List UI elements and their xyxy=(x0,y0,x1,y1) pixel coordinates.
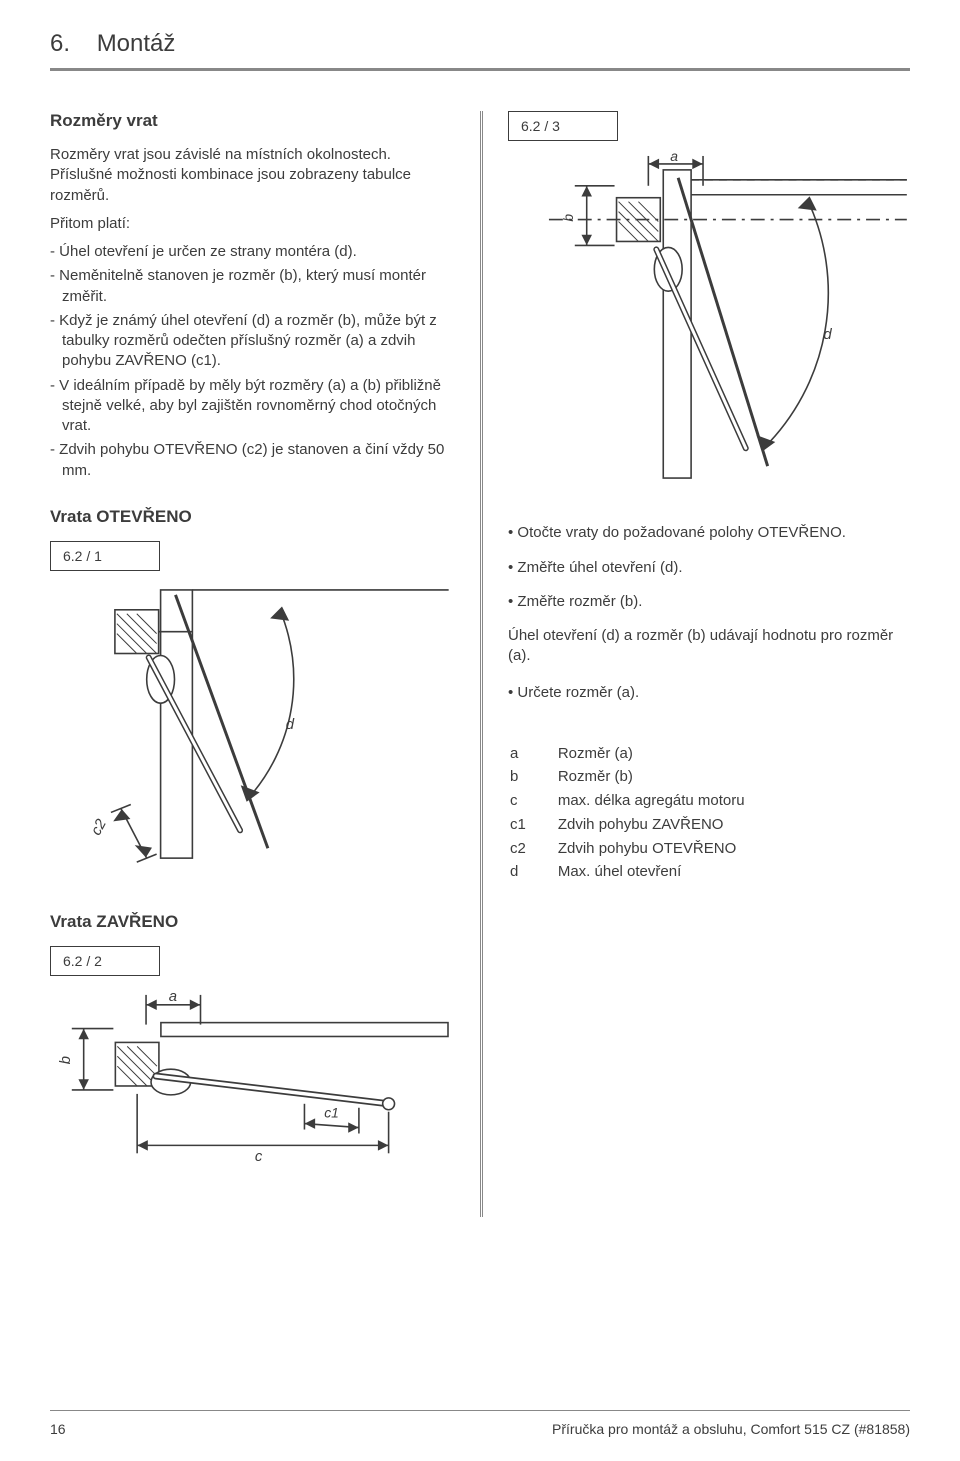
legend-key: c2 xyxy=(510,838,556,860)
legend-val: Max. úhel otevření xyxy=(558,861,745,883)
legend-val: Rozměr (a) xyxy=(558,743,745,765)
list-item: Změřte úhel otevření (d). xyxy=(508,557,910,580)
page-number: 16 xyxy=(50,1421,66,1437)
heading-rule xyxy=(50,68,910,71)
list-item: Když je známý úhel otevření (d) a rozměr… xyxy=(50,311,455,372)
heading-title: Montáž xyxy=(97,30,176,57)
list-item: V ideálním případě by měly být rozměry (… xyxy=(50,376,455,437)
diagram-gate-open: d c2 xyxy=(50,579,450,879)
table-row: dMax. úhel otevření xyxy=(510,861,745,883)
label-a: a xyxy=(169,989,177,1005)
conditions-list: Úhel otevření je určen ze strany montéra… xyxy=(50,242,455,481)
legend-val: max. délka agregátu motoru xyxy=(558,790,745,812)
figure-number-1: 6.2 / 1 xyxy=(50,541,160,571)
legend-key: c xyxy=(510,790,556,812)
legend-key: b xyxy=(510,766,556,788)
steps-list: Otočte vraty do požadované polohy OTEVŘE… xyxy=(508,522,910,614)
note-paragraph: Úhel otevření (d) a rozměr (b) udávají h… xyxy=(508,626,910,667)
left-column: Rozměry vrat Rozměry vrat jsou závislé n… xyxy=(50,111,480,1217)
legend-val: Rozměr (b) xyxy=(558,766,745,788)
legend-key: a xyxy=(510,743,556,765)
figure-number-2: 6.2 / 2 xyxy=(50,946,160,976)
intro-paragraph: Rozměry vrat jsou závislé na místních ok… xyxy=(50,145,455,206)
list-item: Zdvih pohybu OTEVŘENO (c2) je stanoven a… xyxy=(50,440,455,481)
list-item: Určete rozměr (a). xyxy=(508,682,910,705)
label-d: d xyxy=(286,717,295,733)
list-item: Neměnitelně stanoven je rozměr (b), kter… xyxy=(50,266,455,307)
figure-number-3: 6.2 / 3 xyxy=(508,111,618,141)
subhead-gate-open: Vrata OTEVŘENO xyxy=(50,507,455,527)
legend-table: aRozměr (a) bRozměr (b) cmax. délka agre… xyxy=(508,741,747,886)
intro-lead: Přitom platí: xyxy=(50,214,455,234)
list-item: Změřte rozměr (b). xyxy=(508,591,910,614)
label-c2: c2 xyxy=(88,816,110,838)
diagram-combined: a b xyxy=(508,149,908,489)
table-row: c2Zdvih pohybu OTEVŘENO xyxy=(510,838,745,860)
page-heading: 6. Montáž xyxy=(50,30,910,58)
doc-title: Příručka pro montáž a obsluhu, Comfort 5… xyxy=(552,1421,910,1437)
table-row: aRozměr (a) xyxy=(510,743,745,765)
list-item: Otočte vraty do požadované polohy OTEVŘE… xyxy=(508,522,910,545)
legend-key: d xyxy=(510,861,556,883)
legend-val: Zdvih pohybu ZAVŘENO xyxy=(558,814,745,836)
legend-val: Zdvih pohybu OTEVŘENO xyxy=(558,838,745,860)
label-d: d xyxy=(823,327,832,343)
diagram-gate-closed: a b xyxy=(50,984,450,1184)
label-c: c xyxy=(255,1149,263,1165)
table-row: bRozměr (b) xyxy=(510,766,745,788)
label-b: b xyxy=(58,1056,74,1064)
table-row: cmax. délka agregátu motoru xyxy=(510,790,745,812)
label-c1: c1 xyxy=(324,1104,339,1120)
subhead-dimensions: Rozměry vrat xyxy=(50,111,455,131)
heading-number: 6. xyxy=(50,30,70,57)
label-a: a xyxy=(670,149,678,164)
table-row: c1Zdvih pohybu ZAVŘENO xyxy=(510,814,745,836)
subhead-gate-closed: Vrata ZAVŘENO xyxy=(50,912,455,932)
legend-key: c1 xyxy=(510,814,556,836)
page-footer: 16 Příručka pro montáž a obsluhu, Comfor… xyxy=(50,1410,910,1437)
steps-list-2: Určete rozměr (a). xyxy=(508,682,910,705)
list-item: Úhel otevření je určen ze strany montéra… xyxy=(50,242,455,262)
right-column: 6.2 / 3 a xyxy=(480,111,910,1217)
